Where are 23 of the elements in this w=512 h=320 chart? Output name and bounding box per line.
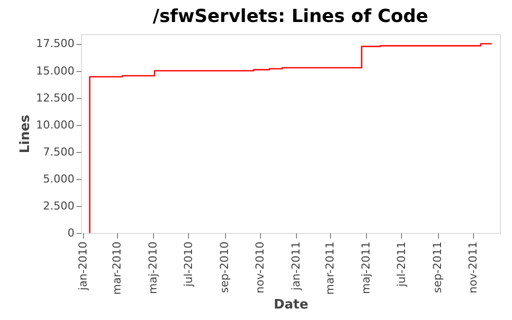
chart-title: /sfwServlets: Lines of Code bbox=[152, 6, 428, 27]
y-tick-label: 17.500 bbox=[36, 37, 74, 50]
x-tick-label: jul-2010 bbox=[182, 242, 195, 288]
x-tick-label: mar-2011 bbox=[324, 242, 337, 295]
y-tick-label: 5.000 bbox=[43, 172, 74, 186]
y-tick-label: 12.500 bbox=[36, 91, 74, 104]
x-tick-label: nov-2010 bbox=[254, 242, 267, 294]
x-axis-title: Date bbox=[274, 298, 308, 313]
x-tick-label: maj-2010 bbox=[146, 242, 160, 294]
x-tick-label: jan-2011 bbox=[289, 242, 302, 292]
x-tick-label: maj-2011 bbox=[359, 242, 372, 294]
x-tick-label: sep-2011 bbox=[431, 242, 444, 293]
y-tick-label: 7.500 bbox=[43, 145, 74, 158]
y-tick-label: 2.500 bbox=[43, 199, 74, 212]
x-tick-label: sep-2010 bbox=[218, 242, 232, 293]
x-tick-label: jan-2010 bbox=[76, 242, 90, 292]
x-tick-label: jul-2011 bbox=[394, 242, 408, 288]
y-tick-label: 0 bbox=[68, 226, 74, 240]
y-tick-label: 15.000 bbox=[36, 64, 74, 78]
y-tick-label: 10.000 bbox=[36, 118, 74, 132]
y-axis-title: Lines bbox=[18, 114, 34, 154]
x-tick-label: nov-2011 bbox=[466, 242, 480, 294]
x-tick-label: mar-2010 bbox=[110, 242, 124, 295]
